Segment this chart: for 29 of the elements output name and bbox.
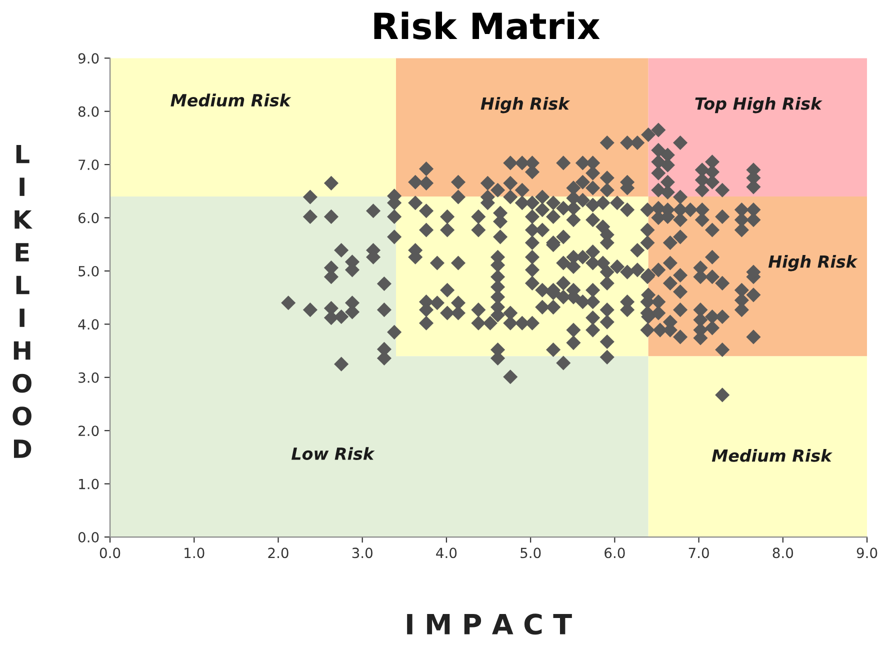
x-tick-label: 7.0 xyxy=(688,548,709,558)
annotation: Top High Risk xyxy=(695,96,822,114)
x-tick-label: 6.0 xyxy=(604,548,625,558)
y-tick-label: 5.0 xyxy=(78,266,99,276)
y-tick-label: 2.0 xyxy=(78,426,99,436)
chart-title: Risk Matrix xyxy=(374,12,600,40)
y-tick-label: 4.0 xyxy=(78,319,99,330)
annotation: Low Risk xyxy=(292,447,375,460)
y-tick-label: 8.0 xyxy=(78,106,99,117)
x-tick-label: 4.0 xyxy=(436,548,457,558)
x-tick-label: 9.0 xyxy=(856,548,878,558)
annotation: High Risk xyxy=(768,254,858,272)
y-tick-label: 9.0 xyxy=(78,53,99,64)
x-tick-label: 1.0 xyxy=(184,548,204,558)
annotation: Medium Risk xyxy=(712,448,833,462)
x-tick-label: 8.0 xyxy=(772,548,794,558)
x-tick-label: 2.0 xyxy=(268,548,288,558)
y-tick-label: 1.0 xyxy=(79,478,99,490)
x-tick-label: 5.0 xyxy=(520,548,541,558)
annotation: Medium Risk xyxy=(170,94,292,107)
text: LIKELIHOOD xyxy=(12,144,33,458)
y-tick-label: 7.0 xyxy=(78,160,99,170)
y-tick-label: 3.0 xyxy=(78,372,99,383)
y-tick-label: 0.0 xyxy=(78,532,99,542)
x-axis-title: I M P A C T xyxy=(407,614,572,635)
annotation: High Risk xyxy=(480,96,570,114)
x-tick-label: 0.0 xyxy=(100,548,120,558)
x-tick-label: 3.0 xyxy=(352,548,372,558)
y-tick-label: 6.0 xyxy=(78,212,99,224)
